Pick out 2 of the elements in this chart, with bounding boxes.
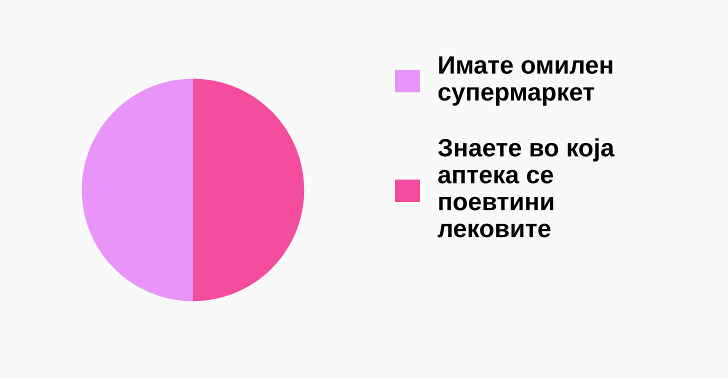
legend-label: Знаете во која аптека се поевтини лековите [438, 138, 615, 238]
legend-label: Имате омилен супермаркет [438, 56, 612, 106]
